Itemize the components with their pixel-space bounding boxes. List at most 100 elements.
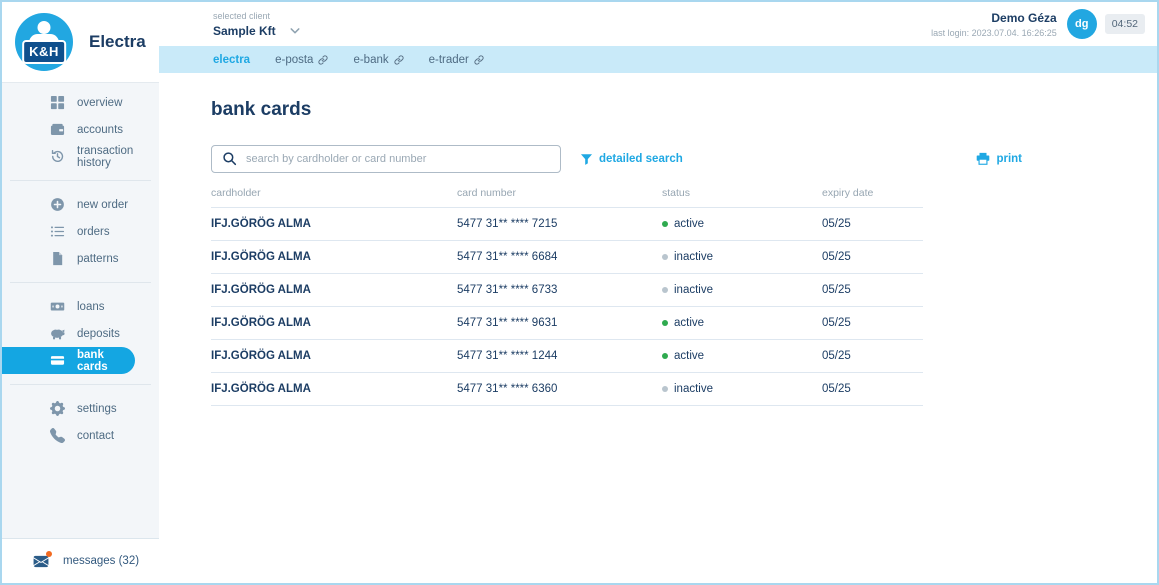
card-number-cell: 5477 31** **** 6733 xyxy=(457,273,662,307)
sidebar-item-messages[interactable]: messages (32) xyxy=(2,538,159,583)
status-cell: active xyxy=(662,339,822,373)
search-icon xyxy=(222,151,237,166)
piggy-bank-icon xyxy=(50,326,65,341)
status-dot-active xyxy=(662,221,668,227)
cardholder-cell: IFJ.GÖRÖG ALMA xyxy=(211,240,457,274)
printer-icon xyxy=(976,152,990,166)
table-row[interactable]: IFJ.GÖRÖG ALMA 5477 31** **** 6733 inactiv… xyxy=(211,273,923,307)
table-row[interactable]: IFJ.GÖRÖG ALMA 5477 31** **** 7215 active 0… xyxy=(211,207,923,241)
link-icon xyxy=(318,54,329,65)
tab-e-trader[interactable]: e-trader xyxy=(429,54,484,66)
status-dot-inactive xyxy=(662,287,668,293)
status-cell: inactive xyxy=(662,372,822,406)
sidebar-item-contact[interactable]: contact xyxy=(2,422,159,449)
sidebar-divider xyxy=(10,180,151,181)
messages-label: messages (32) xyxy=(63,555,140,567)
table-row[interactable]: IFJ.GÖRÖG ALMA 5477 31** **** 1244 active 0… xyxy=(211,339,923,373)
last-login: last login: 2023.07.04. 16:26:25 xyxy=(931,27,1057,38)
search-input[interactable] xyxy=(211,145,561,173)
sidebar-nav: overview accounts transaction history new o… xyxy=(2,82,159,538)
status-cell: inactive xyxy=(662,273,822,307)
table-row[interactable]: IFJ.GÖRÖG ALMA 5477 31** **** 9631 active 0… xyxy=(211,306,923,340)
gear-icon xyxy=(50,401,65,416)
sidebar: K&H Electra overview accounts transaction … xyxy=(2,2,159,583)
logo-person-shoulders xyxy=(29,34,59,44)
expiry-date-cell: 05/25 xyxy=(822,306,923,340)
sidebar-item-label: transaction history xyxy=(77,144,134,169)
column-header-expiry-date: expiry date xyxy=(822,181,923,208)
cardholder-cell: IFJ.GÖRÖG ALMA xyxy=(211,339,457,373)
detailed-search-button[interactable]: detailed search xyxy=(580,153,683,166)
envelope-icon xyxy=(33,550,52,568)
phone-icon xyxy=(50,428,65,443)
print-button[interactable]: print xyxy=(976,152,1022,166)
status-label: inactive xyxy=(674,284,713,296)
logo-text: K&H xyxy=(22,40,66,64)
table-row[interactable]: IFJ.GÖRÖG ALMA 5477 31** **** 6684 inactiv… xyxy=(211,240,923,274)
card-number-cell: 5477 31** **** 7215 xyxy=(457,207,662,241)
sidebar-item-label: overview xyxy=(77,96,123,109)
card-number-cell: 5477 31** **** 6684 xyxy=(457,240,662,274)
tab-electra[interactable]: electra xyxy=(213,54,250,66)
status-cell: active xyxy=(662,306,822,340)
expiry-date-cell: 05/25 xyxy=(822,339,923,373)
tab-label: e-bank xyxy=(353,53,389,66)
tab-label: electra xyxy=(213,53,251,66)
sidebar-item-loans[interactable]: loans xyxy=(2,293,159,320)
tab-label: e-trader xyxy=(428,53,469,66)
logo-person-head xyxy=(37,21,51,34)
app-name: Electra xyxy=(89,32,146,51)
cardholder-cell: IFJ.GÖRÖG ALMA xyxy=(211,372,457,406)
sidebar-divider xyxy=(10,384,151,385)
banknote-icon xyxy=(50,299,65,314)
tab-e-posta[interactable]: e-posta xyxy=(275,53,329,66)
tab-bar: electra e-posta e-bank e-trader xyxy=(159,46,1157,73)
sidebar-item-overview[interactable]: overview xyxy=(2,89,159,116)
link-icon xyxy=(474,54,484,65)
sidebar-item-new-order[interactable]: new order xyxy=(2,191,159,218)
client-selector[interactable]: selected client Sample Kft xyxy=(213,11,300,38)
sidebar-divider xyxy=(10,282,151,283)
sidebar-item-patterns[interactable]: patterns xyxy=(2,245,159,272)
card-number-cell: 5477 31** **** 9631 xyxy=(457,306,662,340)
status-cell: inactive xyxy=(662,240,822,274)
sidebar-item-orders[interactable]: orders xyxy=(2,218,159,245)
bank-cards-table: cardholder card number status expiry date I… xyxy=(211,181,923,406)
sidebar-item-transaction-history[interactable]: transaction history xyxy=(2,143,159,170)
kh-logo-icon: K&H xyxy=(15,13,73,71)
sidebar-item-accounts[interactable]: accounts xyxy=(2,116,159,143)
sidebar-item-label: new order xyxy=(77,198,129,211)
column-header-status: status xyxy=(662,181,822,208)
status-label: active xyxy=(674,350,705,362)
card-number-cell: 5477 31** **** 6360 xyxy=(457,372,662,406)
status-label: inactive xyxy=(674,383,713,395)
user-name: Demo Géza xyxy=(991,10,1057,25)
tab-label: e-posta xyxy=(275,53,314,66)
top-header: selected client Sample Kft Demo Géza las… xyxy=(159,2,1157,46)
plus-circle-icon xyxy=(50,197,65,212)
sidebar-item-label: contact xyxy=(77,429,115,442)
document-icon xyxy=(50,251,65,266)
filter-icon xyxy=(580,153,593,166)
table-row[interactable]: IFJ.GÖRÖG ALMA 5477 31** **** 6360 inactiv… xyxy=(211,372,923,406)
card-number-cell: 5477 31** **** 1244 xyxy=(457,339,662,373)
session-timer: 04:52 xyxy=(1104,14,1145,34)
print-label: print xyxy=(996,153,1022,165)
cardholder-cell: IFJ.GÖRÖG ALMA xyxy=(211,306,457,340)
tab-e-bank[interactable]: e-bank xyxy=(353,53,404,66)
expiry-date-cell: 05/25 xyxy=(822,207,923,241)
sidebar-item-deposits[interactable]: deposits xyxy=(2,320,159,347)
sidebar-item-bank-cards[interactable]: bank cards xyxy=(2,347,135,374)
sidebar-item-settings[interactable]: settings xyxy=(2,395,159,422)
avatar[interactable]: dg xyxy=(1066,9,1097,39)
sidebar-item-label: bank cards xyxy=(77,348,108,373)
unread-dot xyxy=(46,550,52,557)
credit-card-icon xyxy=(50,353,65,368)
brand-area: K&H Electra xyxy=(2,2,159,82)
status-dot-active xyxy=(662,320,668,326)
expiry-date-cell: 05/25 xyxy=(822,273,923,307)
column-header-cardholder: cardholder xyxy=(211,181,457,208)
chevron-down-icon xyxy=(290,27,300,35)
status-cell: active xyxy=(662,207,822,241)
